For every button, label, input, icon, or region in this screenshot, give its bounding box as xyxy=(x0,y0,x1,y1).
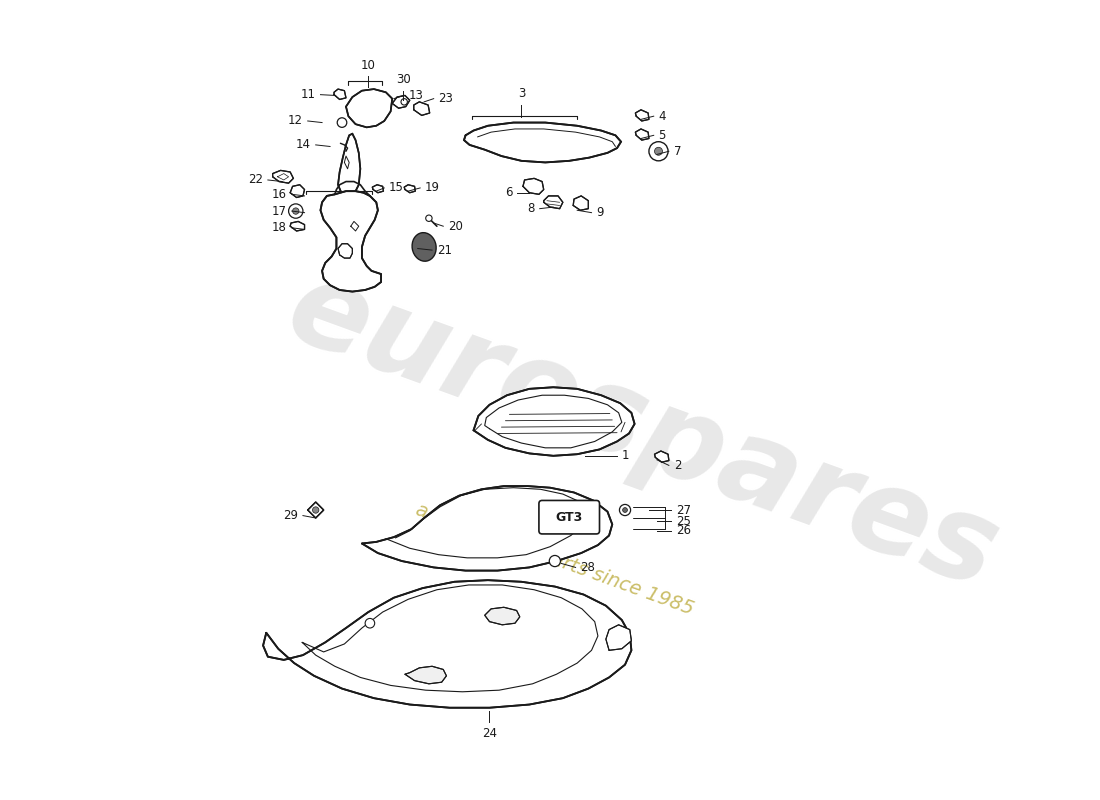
Polygon shape xyxy=(522,178,543,194)
Text: a passion for parts since 1985: a passion for parts since 1985 xyxy=(414,500,696,618)
Circle shape xyxy=(312,507,319,514)
Text: 17: 17 xyxy=(272,205,287,218)
Polygon shape xyxy=(362,486,613,570)
Text: 30: 30 xyxy=(396,73,410,86)
Text: GT3: GT3 xyxy=(556,510,583,524)
Text: 3: 3 xyxy=(518,87,525,100)
Text: 15: 15 xyxy=(389,182,404,194)
Text: 7: 7 xyxy=(673,145,681,158)
Polygon shape xyxy=(372,185,384,193)
Polygon shape xyxy=(290,185,305,198)
Polygon shape xyxy=(485,607,520,625)
Polygon shape xyxy=(338,134,361,197)
Text: 11: 11 xyxy=(300,88,316,101)
Polygon shape xyxy=(573,196,588,210)
Polygon shape xyxy=(346,89,393,127)
Circle shape xyxy=(293,208,299,214)
Text: 4: 4 xyxy=(659,110,666,122)
Circle shape xyxy=(402,98,407,105)
FancyBboxPatch shape xyxy=(539,501,600,534)
Text: 2: 2 xyxy=(673,459,681,472)
Text: 16: 16 xyxy=(272,188,287,201)
Circle shape xyxy=(623,508,627,513)
Text: 20: 20 xyxy=(448,220,463,233)
Text: 26: 26 xyxy=(676,524,691,538)
Polygon shape xyxy=(654,451,669,462)
Circle shape xyxy=(288,204,302,218)
Text: 24: 24 xyxy=(482,727,497,740)
Circle shape xyxy=(649,142,668,161)
Polygon shape xyxy=(404,185,416,193)
Polygon shape xyxy=(263,580,631,708)
Circle shape xyxy=(619,505,630,515)
Polygon shape xyxy=(320,191,381,291)
Polygon shape xyxy=(334,89,346,99)
Text: 13: 13 xyxy=(409,89,424,102)
Text: 28: 28 xyxy=(581,561,595,574)
Text: 29: 29 xyxy=(283,509,298,522)
Polygon shape xyxy=(393,95,410,108)
Circle shape xyxy=(338,118,346,127)
Text: 25: 25 xyxy=(676,514,691,528)
Circle shape xyxy=(365,618,375,628)
Polygon shape xyxy=(464,122,622,162)
Text: 18: 18 xyxy=(272,222,287,234)
Polygon shape xyxy=(473,387,635,456)
Polygon shape xyxy=(338,244,352,258)
Text: 19: 19 xyxy=(425,182,440,194)
Text: 21: 21 xyxy=(437,244,452,257)
Ellipse shape xyxy=(412,233,437,262)
Circle shape xyxy=(426,215,432,222)
Text: 5: 5 xyxy=(659,129,666,142)
Circle shape xyxy=(549,555,560,566)
Text: 9: 9 xyxy=(596,206,604,219)
Text: 6: 6 xyxy=(505,186,513,199)
Polygon shape xyxy=(606,625,631,650)
Text: 8: 8 xyxy=(528,202,535,215)
Text: eurospares: eurospares xyxy=(273,250,1013,614)
Polygon shape xyxy=(636,129,649,140)
Polygon shape xyxy=(290,222,305,231)
Polygon shape xyxy=(308,502,323,518)
Polygon shape xyxy=(636,110,649,121)
Polygon shape xyxy=(543,196,563,209)
Text: 27: 27 xyxy=(676,503,691,517)
Polygon shape xyxy=(414,102,430,115)
Text: 10: 10 xyxy=(361,58,376,71)
Text: 23: 23 xyxy=(439,92,453,105)
Text: 14: 14 xyxy=(296,138,311,151)
Circle shape xyxy=(654,147,662,155)
Text: 1: 1 xyxy=(621,450,629,462)
Text: 12: 12 xyxy=(288,114,302,127)
Polygon shape xyxy=(273,170,294,183)
Polygon shape xyxy=(405,666,447,684)
Text: 22: 22 xyxy=(249,174,263,186)
